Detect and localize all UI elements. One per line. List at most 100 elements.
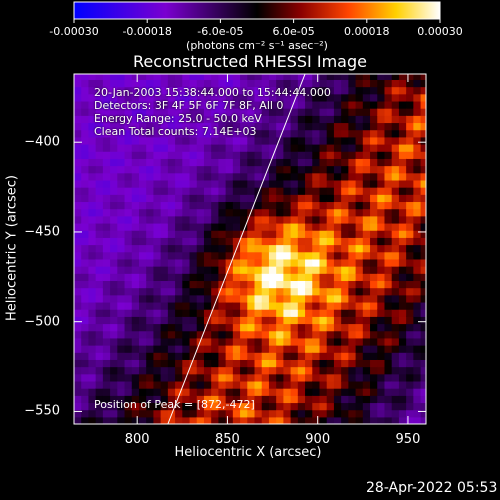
heatmap-cell [247, 359, 256, 368]
heatmap-cell [232, 380, 241, 389]
colorbar-tick-label: -0.00030 [49, 25, 99, 38]
heatmap-cell [232, 352, 241, 360]
heatmap-cell [398, 179, 407, 188]
heatmap-cell [146, 402, 155, 411]
heatmap-cell [370, 409, 378, 418]
heatmap-cell [362, 79, 371, 88]
heatmap-cell [348, 187, 357, 195]
heatmap-cell [413, 273, 422, 282]
heatmap-cell [384, 222, 393, 231]
heatmap-cell [420, 215, 426, 224]
heatmap-cell [88, 100, 97, 109]
heatmap-cell [81, 158, 90, 167]
heatmap-cell [138, 316, 147, 325]
heatmap-cell [247, 237, 256, 246]
heatmap-cell [95, 222, 104, 231]
heatmap-cell [305, 416, 313, 424]
heatmap-cell [333, 251, 342, 260]
heatmap-cell [175, 258, 183, 267]
heatmap-cell [355, 93, 364, 102]
heatmap-cell [261, 108, 270, 116]
heatmap-cell [341, 251, 349, 260]
heatmap-cell [370, 388, 378, 396]
heatmap-cell [276, 144, 284, 152]
heatmap-cell [203, 337, 212, 346]
heatmap-cell [211, 380, 220, 389]
heatmap-cell [341, 108, 349, 116]
heatmap-cell [268, 366, 277, 375]
heatmap-cell [406, 108, 414, 116]
heatmap-cell [355, 337, 364, 346]
heatmap-cell [189, 172, 198, 181]
heatmap-cell [81, 345, 90, 353]
heatmap-cell [362, 165, 371, 174]
heatmap-cell [138, 172, 147, 181]
heatmap-cell [355, 316, 364, 325]
heatmap-cell [211, 230, 220, 238]
heatmap-cell [283, 222, 292, 231]
heatmap-cell [138, 388, 147, 396]
heatmap-cell [333, 359, 342, 368]
heatmap-cell [377, 388, 386, 396]
heatmap-cell [333, 208, 342, 217]
heatmap-cell [218, 201, 227, 210]
heatmap-cell [261, 366, 270, 375]
heatmap-cell [240, 366, 248, 375]
heatmap-cell [225, 330, 234, 339]
heatmap-cell [290, 366, 299, 375]
heatmap-cell [319, 136, 328, 145]
heatmap-cell [305, 215, 313, 224]
heatmap-cell [203, 287, 212, 296]
heatmap-cell [124, 179, 133, 188]
heatmap-cell [88, 187, 97, 195]
heatmap-cell [218, 316, 227, 325]
heatmap-cell [283, 79, 292, 88]
heatmap-cell [225, 115, 234, 124]
heatmap-cell [283, 301, 292, 310]
heatmap-cell [391, 294, 400, 303]
heatmap-cell [160, 187, 169, 195]
heatmap-cell [110, 301, 118, 310]
heatmap-cell [182, 330, 191, 339]
heatmap-cell [74, 158, 82, 167]
heatmap-cell [247, 287, 256, 296]
heatmap-cell [160, 74, 169, 80]
heatmap-cell [95, 323, 104, 332]
heatmap-cell [413, 222, 422, 231]
heatmap-cell [196, 165, 205, 174]
colorbar-tick-label: 6.0e-05 [272, 25, 315, 38]
heatmap-cell [160, 172, 169, 181]
heatmap-cell [305, 388, 313, 396]
heatmap-cell [247, 129, 256, 138]
heatmap-cell [305, 158, 313, 167]
heatmap-cell [247, 258, 256, 267]
heatmap-cell [413, 93, 422, 102]
heatmap-cell [261, 151, 270, 159]
heatmap-cell [225, 294, 234, 303]
heatmap-cell [95, 86, 104, 95]
heatmap-cell [370, 115, 378, 124]
heatmap-cell [341, 337, 349, 346]
heatmap-cell [391, 201, 400, 210]
heatmap-cell [189, 244, 198, 253]
heatmap-cell [413, 388, 422, 396]
heatmap-cell [95, 208, 104, 217]
heatmap-cell [420, 86, 426, 95]
heatmap-cell [131, 74, 140, 80]
heatmap-cell [88, 373, 97, 382]
heatmap-cell [218, 258, 227, 267]
heatmap-cell [240, 129, 248, 138]
heatmap-cell [203, 244, 212, 253]
heatmap-cell [362, 86, 371, 95]
heatmap-cell [138, 251, 147, 260]
heatmap-cell [384, 380, 393, 389]
heatmap-cell [333, 122, 342, 131]
heatmap-cell [211, 359, 220, 368]
heatmap-cell [312, 136, 321, 145]
heatmap-cell [420, 122, 426, 131]
heatmap-cell [254, 93, 263, 102]
heatmap-cell [95, 172, 104, 181]
heatmap-cell [384, 323, 393, 332]
heatmap-cell [348, 294, 357, 303]
heatmap-cell [297, 122, 306, 131]
